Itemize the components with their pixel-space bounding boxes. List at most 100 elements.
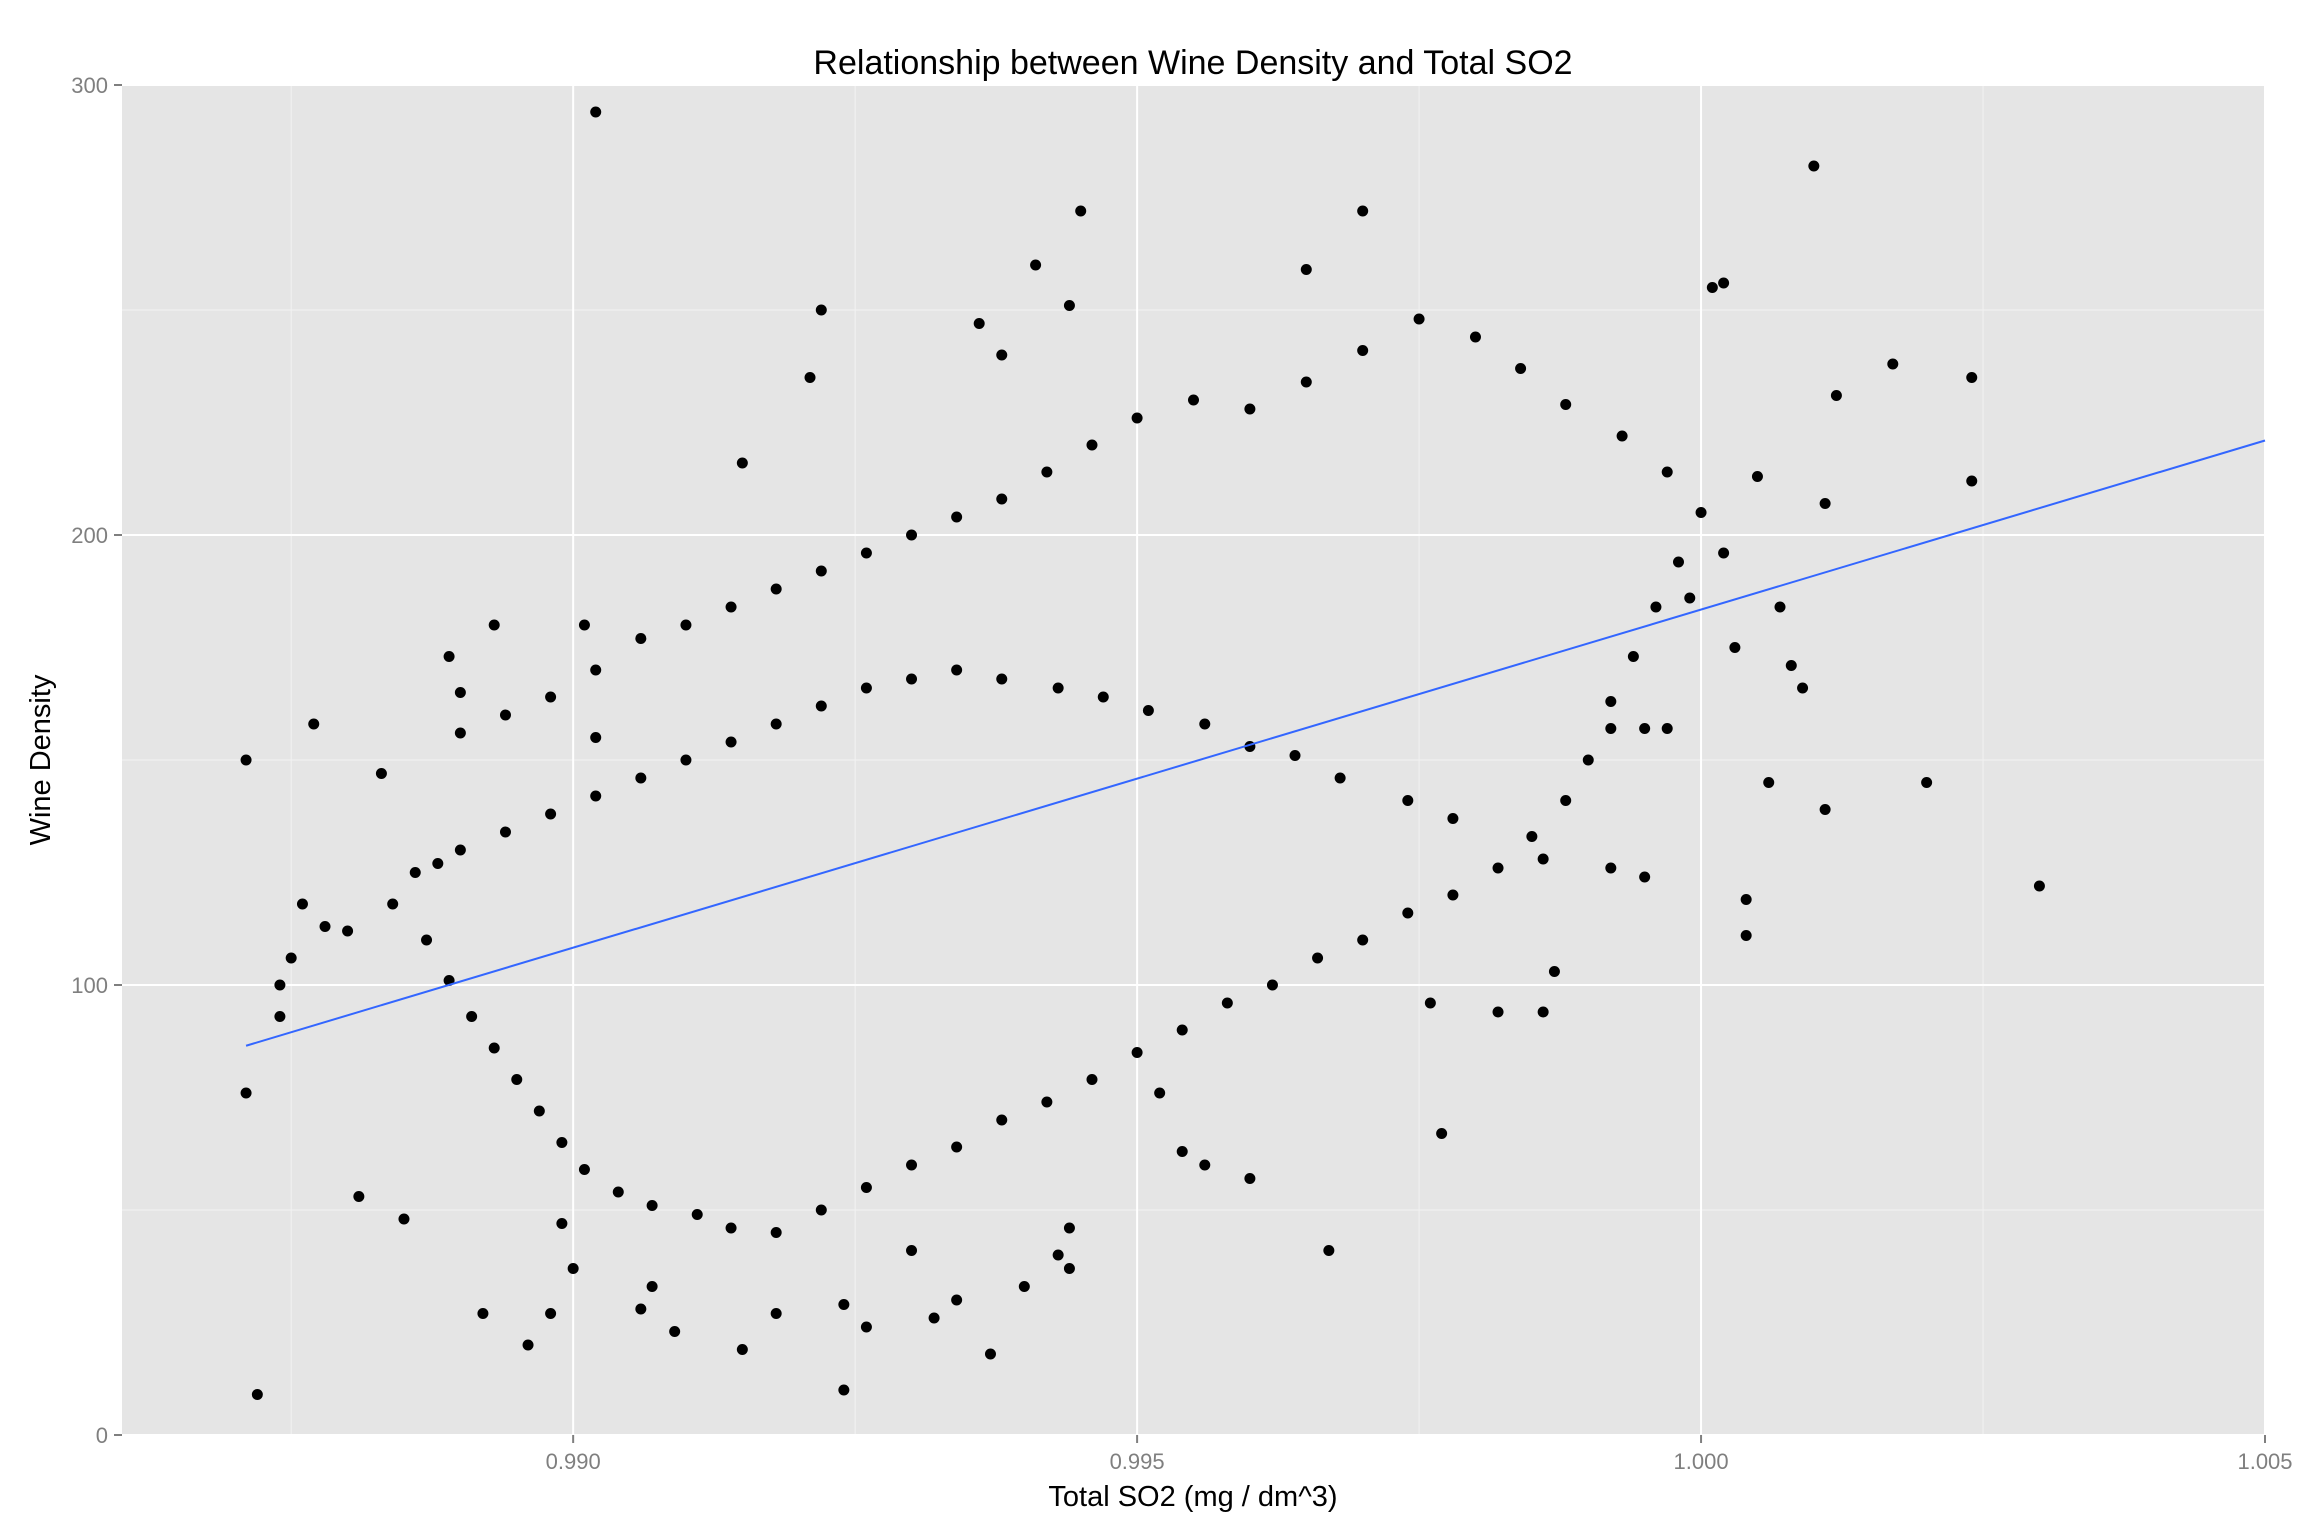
data-point (1639, 871, 1651, 883)
data-point (1560, 399, 1572, 410)
data-point (1357, 205, 1369, 217)
data-point (443, 651, 455, 662)
data-point (567, 1263, 579, 1274)
data-point (590, 664, 602, 676)
data-point (973, 318, 985, 329)
data-point (612, 1186, 624, 1198)
data-point (1244, 1173, 1256, 1184)
data-point (951, 1141, 963, 1153)
data-point (635, 1303, 647, 1315)
data-point (1966, 372, 1978, 383)
data-point (1052, 682, 1064, 694)
data-point (375, 768, 387, 779)
data-point (1244, 403, 1256, 415)
data-point (1063, 1263, 1075, 1274)
data-point (1300, 376, 1312, 388)
data-point (996, 673, 1008, 685)
data-point (1774, 601, 1786, 613)
data-point (477, 1308, 489, 1319)
data-point (1131, 1047, 1143, 1058)
data-point (996, 349, 1008, 361)
data-point (1154, 1087, 1166, 1099)
y-axis: 0 100 200 300 (71, 73, 122, 1448)
data-point (1785, 660, 1797, 671)
data-point (545, 1308, 557, 1319)
data-point (522, 1339, 534, 1351)
data-point (725, 601, 737, 613)
data-point (398, 1213, 410, 1225)
data-point (725, 736, 737, 748)
data-point (1515, 363, 1527, 374)
data-point (1492, 1006, 1504, 1018)
data-point (1018, 1281, 1030, 1292)
data-point (1718, 277, 1730, 289)
data-points (240, 106, 2045, 1400)
y-tick-label: 200 (71, 523, 108, 548)
data-point (499, 826, 511, 838)
data-point (1616, 430, 1628, 442)
data-point (533, 1105, 545, 1117)
y-tick-label: 100 (71, 973, 108, 998)
data-point (860, 682, 872, 694)
data-point (578, 1164, 590, 1175)
data-point (996, 493, 1008, 505)
data-point (1063, 300, 1075, 311)
data-point (815, 1204, 827, 1216)
data-point (1447, 813, 1459, 824)
data-point (1887, 358, 1899, 370)
data-point (1221, 997, 1233, 1009)
data-point (1041, 466, 1053, 478)
data-point (1300, 264, 1312, 275)
data-point (1086, 439, 1098, 451)
data-point (545, 808, 557, 820)
data-point (1661, 466, 1673, 478)
data-point (1729, 642, 1741, 653)
data-point (1266, 979, 1278, 991)
data-point (409, 867, 421, 878)
data-point (1582, 754, 1594, 766)
data-point (342, 925, 354, 937)
data-point (928, 1312, 940, 1324)
data-point (1097, 691, 1109, 703)
data-point (1797, 682, 1809, 694)
data-point (590, 732, 602, 743)
data-point (1052, 1249, 1064, 1261)
x-axis: 0.990 0.995 1.000 1.005 (546, 1435, 2293, 1474)
data-point (1639, 723, 1651, 734)
data-point (1357, 934, 1369, 946)
data-point (578, 619, 590, 631)
data-point (285, 952, 297, 964)
data-point (590, 790, 602, 802)
data-point (488, 1042, 500, 1054)
minor-gridlines (122, 85, 2265, 1435)
data-point (1526, 831, 1538, 842)
chart-title: Relationship between Wine Density and To… (813, 44, 1572, 82)
data-point (274, 979, 286, 991)
data-point (1188, 394, 1199, 406)
data-point (432, 858, 444, 869)
data-point (996, 1114, 1008, 1126)
data-point (1537, 853, 1549, 865)
data-point (1199, 1159, 1211, 1171)
data-point (1740, 894, 1752, 905)
data-point (1436, 1128, 1448, 1139)
data-point (1966, 475, 1978, 487)
data-point (1063, 1222, 1075, 1234)
data-point (635, 633, 647, 644)
data-point (387, 898, 399, 910)
data-point (1819, 498, 1831, 509)
data-point (296, 898, 308, 910)
data-point (646, 1281, 658, 1292)
data-point (1605, 862, 1617, 874)
data-point (1650, 601, 1662, 613)
data-point (1537, 1006, 1549, 1018)
data-point (1402, 795, 1414, 806)
data-point (1718, 547, 1730, 559)
data-point (680, 619, 692, 631)
data-point (421, 934, 433, 946)
data-point (725, 1222, 737, 1234)
data-point (590, 106, 602, 118)
x-tick-label: 1.005 (2237, 1449, 2292, 1474)
data-point (240, 1087, 252, 1099)
